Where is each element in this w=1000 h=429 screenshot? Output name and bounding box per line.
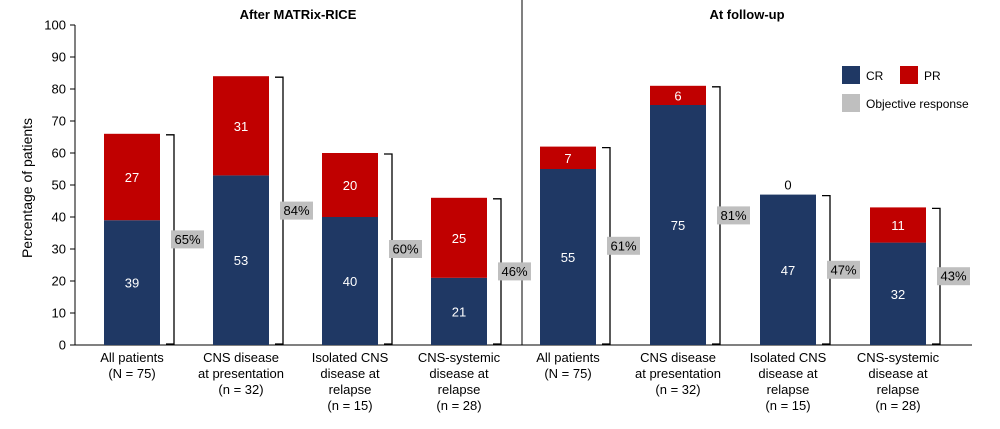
bar-cr — [870, 242, 926, 345]
brackets: 65% 84% 60% 46% 61% 81% 47% 43% — [166, 76, 970, 345]
objective-response-box — [937, 267, 970, 286]
y-tick-label: 90 — [52, 50, 66, 65]
category-label: CNS-systemic disease at relapse (n = 28) — [418, 350, 501, 413]
y-tick-label: 70 — [52, 114, 66, 129]
category-label: Isolated CNS disease at relapse (n = 15) — [312, 350, 389, 413]
bar-pr — [870, 207, 926, 243]
objective-response-label: 81% — [720, 208, 746, 223]
y-tick-label: 40 — [52, 210, 66, 225]
legend-swatch-cr — [842, 66, 860, 84]
bar-cr — [431, 277, 487, 345]
y-tick-label: 10 — [52, 306, 66, 321]
legend-label-pr: PR — [924, 69, 941, 83]
bar-pr — [431, 197, 487, 278]
bar-pr — [322, 153, 378, 217]
y-tick-label: 80 — [52, 82, 66, 97]
y-tick-label: 20 — [52, 274, 66, 289]
category-label: CNS-systemic disease at relapse (n = 28) — [857, 350, 940, 413]
objective-response-box — [607, 236, 640, 255]
bar-cr — [650, 105, 706, 345]
legend-swatch-pr — [900, 66, 918, 84]
panel-titles: After MATRix-RICE At follow-up — [240, 7, 785, 22]
objective-response-label: 43% — [940, 269, 966, 284]
y-ticks: 0 10 20 30 40 50 60 70 80 90 100 — [44, 18, 75, 353]
pr-value-label: 11 — [891, 218, 905, 233]
y-tick-label: 0 — [59, 338, 66, 353]
y-tick-label: 100 — [44, 18, 66, 33]
pr-value-label: 0 — [784, 178, 791, 193]
category-label: CNS disease at presentation (n = 32) — [635, 350, 721, 397]
cr-value-label: 55 — [561, 250, 575, 265]
cr-value-label: 75 — [671, 218, 685, 233]
pr-value-label: 20 — [343, 178, 357, 193]
objective-response-box — [498, 262, 531, 281]
panel-title: At follow-up — [709, 7, 784, 22]
objective-response-box — [827, 260, 860, 279]
objective-response-label: 61% — [610, 238, 636, 253]
legend: CR PR Objective response — [842, 66, 969, 112]
category-label: All patients (N = 75) — [536, 350, 600, 381]
y-tick-label: 30 — [52, 242, 66, 257]
chart-axes: Percentage of patients — [19, 0, 972, 346]
objective-response-label: 60% — [392, 242, 418, 257]
bar-cr — [322, 217, 378, 345]
category-label: Isolated CNS disease at relapse (n = 15) — [750, 350, 827, 413]
objective-response-label: 65% — [174, 232, 200, 247]
cr-value-label: 53 — [234, 253, 248, 268]
category-labels: All patients (N = 75) CNS disease at presen… — [100, 350, 939, 413]
cr-value-label: 39 — [125, 276, 139, 291]
y-tick-label: 60 — [52, 146, 66, 161]
bar-cr — [760, 194, 816, 345]
legend-label-cr: CR — [866, 69, 884, 83]
objective-response-label: 47% — [830, 262, 856, 277]
legend-label-objective-response: Objective response — [866, 97, 969, 111]
pr-value-label: 6 — [674, 88, 681, 103]
cr-value-label: 21 — [452, 304, 466, 319]
pr-value-label: 31 — [234, 119, 248, 134]
bar-cr — [104, 220, 160, 345]
objective-response-box — [717, 206, 750, 225]
category-label: CNS disease at presentation (n = 32) — [198, 350, 284, 397]
bar-pr — [104, 133, 160, 221]
cr-value-label: 32 — [891, 287, 905, 302]
pr-value-label: 25 — [452, 231, 466, 246]
pr-value-label: 27 — [125, 170, 139, 185]
objective-response-label: 46% — [501, 264, 527, 279]
cr-value-label: 40 — [343, 274, 357, 289]
bar-pr — [650, 85, 706, 105]
bars: 39 27 53 31 40 20 21 25 55 7 75 6 47 0 32 11 — [104, 76, 926, 345]
objective-response-box — [389, 240, 422, 258]
cr-value-label: 47 — [781, 263, 795, 278]
bar-cr — [540, 169, 596, 345]
y-tick-label: 50 — [52, 178, 66, 193]
legend-swatch-objective-response — [842, 94, 860, 112]
bar-cr — [213, 175, 269, 345]
panel-title: After MATRix-RICE — [240, 7, 357, 22]
pr-value-label: 7 — [564, 151, 571, 166]
objective-response-box — [171, 230, 204, 249]
category-label: All patients (N = 75) — [100, 350, 164, 381]
objective-response-label: 84% — [283, 203, 309, 218]
y-axis-title: Percentage of patients — [19, 118, 35, 258]
bar-pr — [213, 76, 269, 176]
objective-response-box — [280, 201, 313, 220]
bar-pr — [540, 146, 596, 169]
